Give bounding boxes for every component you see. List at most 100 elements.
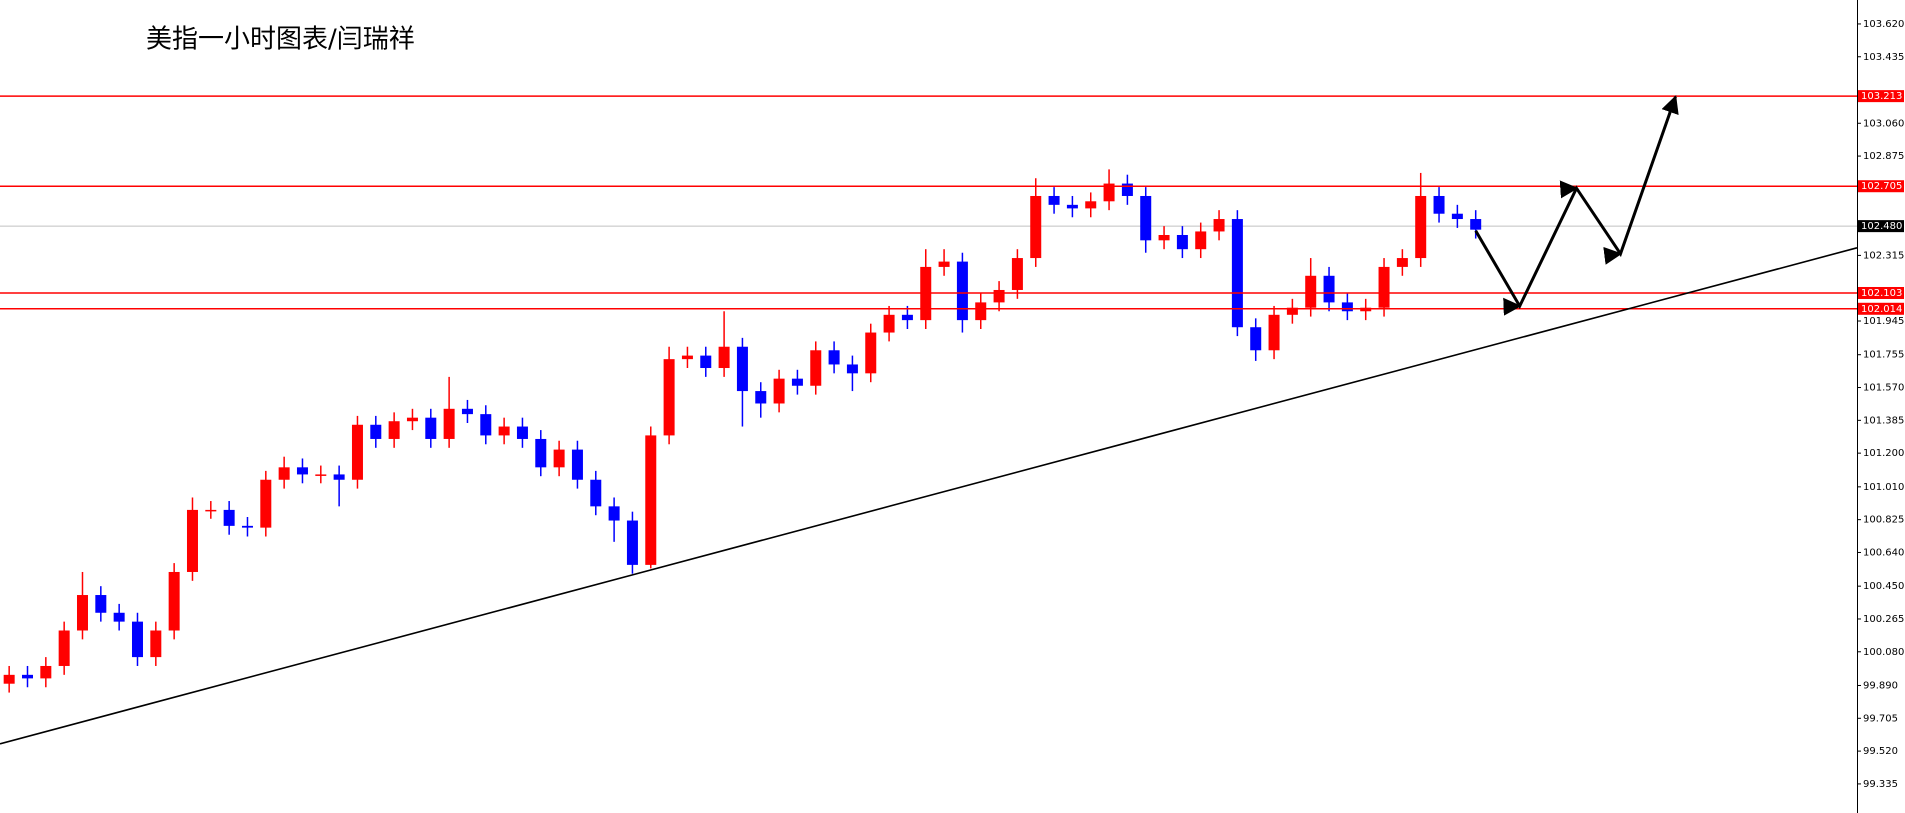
- y-tick-label: 101.570: [1863, 383, 1904, 394]
- candle-body: [76, 595, 88, 631]
- candle-body: [1470, 219, 1482, 230]
- candle-body: [1268, 314, 1280, 351]
- y-tick-label: 99.520: [1863, 746, 1898, 757]
- candle-body: [608, 506, 620, 521]
- candle-body: [113, 612, 125, 622]
- candle-body: [1323, 275, 1335, 303]
- candle-body: [1286, 307, 1298, 315]
- candle-body: [1158, 234, 1170, 241]
- candle-body: [95, 595, 107, 613]
- candle-body: [901, 314, 913, 321]
- candle-body: [626, 520, 638, 565]
- candle-body: [425, 417, 437, 439]
- y-tick-label: 102.315: [1863, 250, 1904, 261]
- candle-body: [1066, 204, 1078, 209]
- y-tick-label: 100.825: [1863, 515, 1904, 526]
- candle-body: [205, 509, 217, 512]
- candle-body: [645, 435, 657, 565]
- candle-body: [58, 630, 70, 666]
- candle-body: [1085, 201, 1097, 209]
- candle-body: [590, 479, 602, 507]
- candle-body: [223, 509, 235, 526]
- candle-body: [186, 509, 198, 572]
- candle-body: [975, 302, 987, 321]
- candle-body: [956, 261, 968, 321]
- y-tick-label: 102.875: [1863, 151, 1904, 162]
- level-box: [1858, 90, 1904, 103]
- candle-body: [865, 332, 877, 374]
- candle-body: [260, 479, 272, 528]
- candle-body: [1011, 258, 1023, 290]
- candle-body: [315, 474, 327, 476]
- candle-body: [1176, 234, 1188, 250]
- candle-body: [1378, 266, 1390, 308]
- candle-body: [480, 414, 492, 436]
- candle-body: [663, 359, 675, 436]
- y-tick-label: 99.890: [1863, 680, 1898, 691]
- candle-body: [1048, 195, 1060, 205]
- candle-body: [1305, 275, 1317, 308]
- candle-body: [1451, 213, 1463, 220]
- candle-body: [883, 314, 895, 333]
- candle-body: [241, 525, 253, 528]
- y-tick-label: 99.335: [1863, 779, 1898, 790]
- candle-body: [3, 674, 15, 684]
- candle-body: [1433, 195, 1445, 214]
- candle-body: [278, 467, 290, 480]
- level-label: 103.213: [1861, 91, 1902, 102]
- current-price-label: 102.480: [1861, 221, 1902, 232]
- level-label: 102.103: [1861, 288, 1902, 299]
- level-box: [1858, 302, 1904, 315]
- candle-body: [938, 261, 950, 267]
- level-box: [1858, 180, 1904, 193]
- candle-body: [150, 630, 162, 658]
- candle-body: [681, 355, 693, 360]
- candle-body: [553, 449, 565, 468]
- candle-body: [1030, 195, 1042, 259]
- candle-body: [1341, 302, 1353, 312]
- y-tick-label: 99.705: [1863, 713, 1898, 724]
- candle-body: [755, 391, 767, 404]
- candle-body: [461, 408, 473, 415]
- y-tick-label: 103.435: [1863, 52, 1904, 63]
- candle-body: [1140, 195, 1152, 241]
- projection-path: [1474, 95, 1679, 316]
- candle-body: [571, 449, 583, 480]
- y-tick-label: 101.010: [1863, 482, 1904, 493]
- candle-body: [1231, 219, 1243, 328]
- candle-body: [406, 417, 418, 422]
- y-tick-label: 103.060: [1863, 118, 1904, 129]
- y-tick-label: 100.265: [1863, 614, 1904, 625]
- candle-body: [40, 665, 52, 679]
- candle-body: [131, 621, 143, 658]
- candle-body: [736, 346, 748, 392]
- candle-body: [333, 474, 345, 480]
- y-tick-label: 100.640: [1863, 547, 1904, 558]
- candle-body: [1213, 219, 1225, 232]
- candle-body: [370, 424, 382, 439]
- candle-body: [388, 421, 400, 439]
- candle-body: [516, 426, 528, 439]
- candle-body: [351, 424, 363, 480]
- trendline: [0, 247, 1858, 745]
- candle-body: [700, 355, 712, 369]
- candle-body: [810, 350, 822, 386]
- candle-body: [1415, 195, 1427, 259]
- level-label: 102.705: [1861, 181, 1902, 192]
- y-tick-label: 100.450: [1863, 581, 1904, 592]
- current-price-box: [1858, 220, 1904, 233]
- candle-body: [498, 426, 510, 436]
- level-label: 102.014: [1861, 304, 1902, 315]
- candle-body: [296, 467, 308, 475]
- y-tick-label: 101.945: [1863, 316, 1904, 327]
- candle-body: [993, 289, 1005, 303]
- candle-body: [791, 378, 803, 386]
- candle-body: [1195, 231, 1207, 250]
- candle-body: [718, 346, 730, 369]
- candle-body: [1121, 183, 1133, 196]
- candle-body: [535, 438, 547, 468]
- candle-body: [1103, 183, 1115, 202]
- candle-body: [846, 364, 858, 374]
